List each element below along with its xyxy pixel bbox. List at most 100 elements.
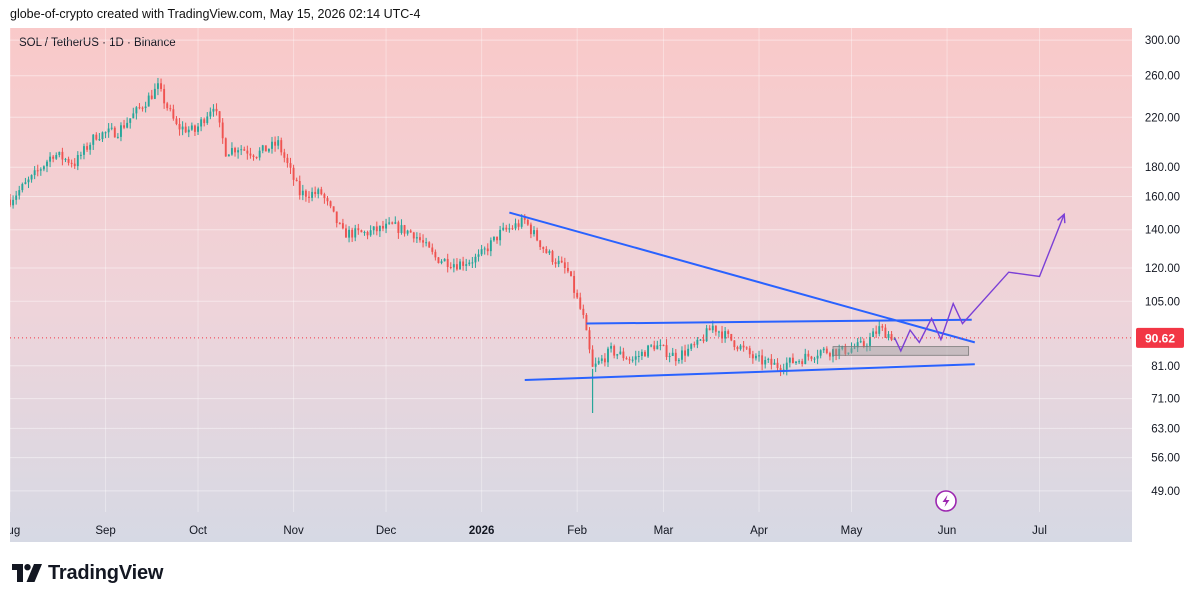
candle (702, 334, 705, 344)
candle-body (853, 347, 856, 349)
candle-body (711, 325, 714, 331)
candle (650, 344, 653, 348)
candle-body (267, 148, 270, 152)
candle-body (440, 261, 443, 264)
candle (348, 226, 351, 243)
candle-body (492, 236, 495, 241)
candle-body (557, 260, 560, 265)
candle (89, 142, 92, 155)
candle (492, 236, 495, 242)
candle-body (301, 190, 304, 196)
candle (640, 349, 643, 360)
price-tick-label: 140.00 (1145, 225, 1180, 237)
candle (656, 340, 659, 350)
candle-body (480, 249, 483, 255)
candle-body (230, 148, 233, 155)
candle (674, 348, 677, 366)
candle (425, 237, 428, 247)
candle-body (169, 108, 172, 110)
candle-body (70, 162, 73, 164)
candle-body (483, 248, 486, 250)
candle (129, 118, 132, 129)
lightning-icon[interactable] (935, 490, 957, 512)
candle-body (622, 351, 625, 359)
candle-body (422, 240, 424, 243)
candle-body (203, 119, 206, 124)
candle-body (67, 158, 70, 163)
candle-body (468, 262, 471, 265)
candle (462, 256, 465, 271)
candle (240, 145, 243, 156)
chart-area[interactable]: SOL / TetherUS · 1D · Binance 300.00 260.… (10, 28, 1190, 542)
candle (431, 243, 434, 255)
candle-body (785, 362, 788, 370)
candle-body (388, 222, 391, 224)
channel-bottom-line (524, 363, 975, 382)
candle-body (425, 242, 428, 244)
price-chart[interactable]: SOL / TetherUS · 1D · Binance 300.00 260.… (10, 28, 1190, 542)
candle (64, 157, 67, 163)
candle-body (234, 148, 236, 153)
candle (382, 220, 384, 232)
candle (295, 177, 298, 182)
candle (585, 313, 588, 331)
candle (12, 195, 15, 209)
candle (320, 186, 323, 196)
candle (496, 236, 498, 244)
candle-body (533, 230, 535, 235)
candle (745, 346, 748, 351)
candle (785, 357, 788, 376)
candle (557, 255, 560, 268)
candle-body (505, 227, 508, 230)
candle (758, 350, 760, 362)
candle-body (120, 125, 122, 137)
candle (554, 258, 557, 268)
candles-layer (10, 77, 896, 414)
candle (770, 354, 773, 370)
price-tick-label: 81.00 (1151, 361, 1180, 373)
candle-body (631, 359, 634, 361)
candle (690, 343, 693, 351)
candle-body (724, 331, 727, 339)
candle (536, 227, 539, 242)
candle (385, 218, 388, 234)
candle (252, 154, 255, 161)
candle (274, 136, 277, 152)
time-axis: Aug Sep Oct Nov Dec 2026 Feb Mar Apr May Jun Jul (10, 525, 1047, 537)
candle (838, 344, 841, 360)
candle (835, 348, 838, 361)
candle-body (147, 95, 150, 107)
candle-body (825, 348, 828, 354)
candle-body (73, 163, 76, 167)
candle (597, 357, 600, 365)
candle (693, 341, 696, 348)
time-tick-label: May (841, 525, 863, 537)
candle (237, 147, 240, 159)
candle-body (354, 228, 357, 238)
candle-body (773, 362, 776, 365)
time-tick-label: Jul (1032, 525, 1047, 537)
candle (591, 345, 594, 368)
candle (748, 345, 751, 358)
tradingview-logo[interactable]: TradingView (12, 560, 163, 586)
candle (39, 167, 42, 176)
candle-body (200, 119, 203, 127)
candle-body (637, 356, 640, 358)
candle-body (588, 330, 591, 350)
candle (714, 325, 717, 336)
candle (542, 246, 545, 253)
candle-body (243, 149, 246, 151)
candle (61, 147, 64, 166)
candle-body (33, 170, 36, 176)
candle-body (400, 225, 403, 233)
candle (301, 184, 304, 201)
candle (110, 123, 113, 131)
time-tick-label: Oct (189, 525, 208, 537)
candle-body (101, 132, 104, 140)
candle (227, 154, 230, 157)
candle-body (419, 237, 421, 241)
candle (144, 101, 147, 113)
candle (101, 131, 104, 142)
candle-body (163, 88, 166, 104)
candle (15, 190, 18, 205)
